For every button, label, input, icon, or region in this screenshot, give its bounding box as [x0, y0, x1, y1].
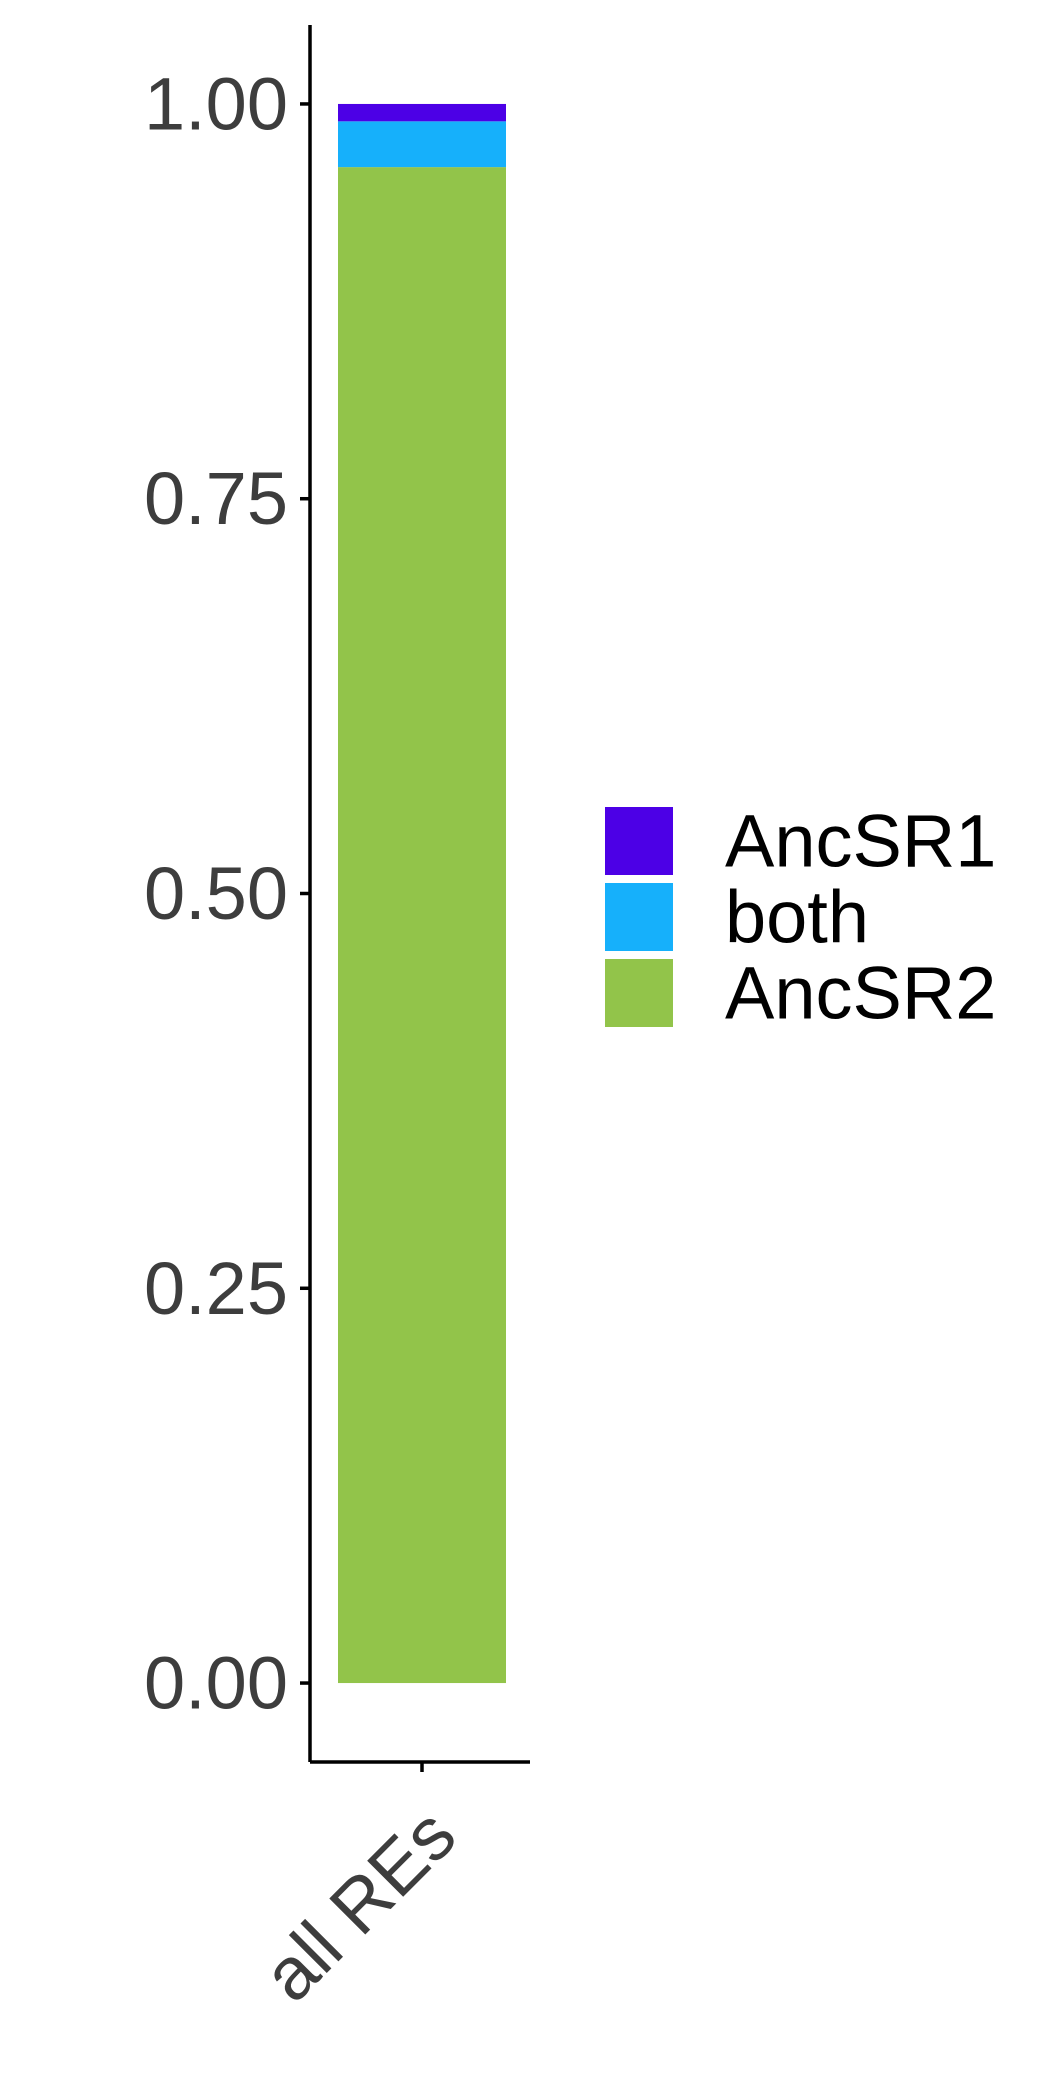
legend-label-ancsr1: AncSR1 [725, 800, 996, 883]
y-tick-label: 0.25 [144, 1247, 288, 1330]
legend-label-both: both [725, 876, 869, 959]
y-axis-ticks: 0.00 0.25 0.50 0.75 1.00 [144, 62, 310, 1725]
bar-stack [338, 103, 506, 1684]
x-category-label: all REs [247, 1793, 471, 2017]
bar-segment-both [338, 121, 506, 168]
bar-segment-ancsr1 [338, 103, 506, 122]
legend-key-ancsr1 [605, 807, 673, 875]
y-tick-label: 0.75 [144, 457, 288, 540]
legend-label-ancsr2: AncSR2 [725, 952, 996, 1035]
x-axis-ticks: all REs [247, 1762, 471, 2017]
legend-key-both [605, 883, 673, 951]
legend-key-ancsr2 [605, 959, 673, 1027]
y-tick-label: 0.00 [144, 1642, 288, 1725]
bar-segment-ancsr2 [338, 167, 506, 1684]
y-tick-label: 1.00 [144, 62, 288, 145]
y-tick-label: 0.50 [144, 852, 288, 935]
